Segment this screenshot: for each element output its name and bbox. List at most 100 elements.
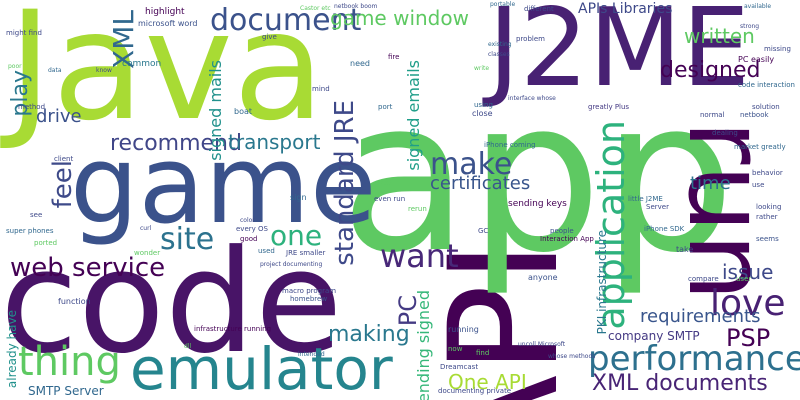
word-performance: performance	[588, 339, 800, 379]
word-use: use	[752, 181, 765, 189]
word-certificates: certificates	[430, 173, 531, 194]
word-seems: seems	[756, 235, 779, 243]
word-user: user	[736, 275, 752, 283]
word-java: Java	[8, 0, 325, 154]
word-smtp-server: SMTP Server	[28, 384, 104, 398]
word-fire: fire	[388, 53, 400, 61]
word-pki-infrastructure: PKI infrastructure	[595, 230, 609, 335]
word-code: code	[0, 220, 343, 385]
word-netbook: netbook	[740, 111, 769, 119]
word-curl: curl	[140, 225, 152, 232]
word-test: test	[378, 179, 392, 187]
word-see: see	[30, 211, 43, 219]
word-one-api: One API	[448, 370, 527, 394]
word-available: available	[744, 3, 772, 10]
word-find: find	[476, 349, 490, 357]
word-every-os: every OS	[236, 225, 268, 233]
word-project-documenting: project documenting	[260, 261, 323, 268]
word-know: know	[96, 67, 112, 74]
word-sign: sign	[290, 193, 307, 202]
word-strong: strong	[740, 23, 760, 30]
word-dealing: dealing	[712, 129, 738, 137]
word-super-phones: super phones	[6, 227, 54, 235]
word-classes: classes	[488, 51, 510, 58]
word-documenting-private: documenting private	[438, 387, 512, 395]
word-good: good	[240, 235, 258, 243]
word-write: write	[474, 65, 490, 72]
word-wonder: wonder	[134, 249, 161, 257]
word-greatly-plus: greatly Plus	[588, 103, 630, 111]
word-poor: poor	[8, 63, 22, 70]
word-interface-whose: interface whose	[508, 95, 556, 102]
word-running: running	[448, 325, 479, 334]
word-written: written	[684, 24, 755, 48]
word-market-greatly: market greatly	[734, 143, 786, 151]
word-sending-signed: Sending signed	[414, 290, 433, 400]
word-making: making	[328, 322, 410, 347]
word-people: people	[550, 227, 574, 235]
word-color: color	[240, 217, 255, 224]
word-portable: portable	[490, 1, 516, 8]
word-app: app	[340, 54, 736, 299]
word-game: game	[70, 123, 377, 248]
word-common: common	[122, 59, 162, 69]
word-existing: existing	[488, 41, 512, 48]
word-normal: normal	[700, 111, 725, 119]
word-want: want	[380, 237, 459, 275]
word-feel: feel	[48, 160, 78, 209]
word-code-interaction: code interaction	[738, 81, 795, 89]
word-time: time	[690, 173, 731, 194]
word-whose-methods: whose methods	[548, 353, 596, 360]
word-take: take	[676, 245, 694, 254]
word-iphone-sdk: iPhone SDK	[644, 225, 685, 233]
word-thing: thing	[18, 339, 121, 385]
word-mind: mind	[312, 85, 330, 93]
word-server: Server	[646, 203, 669, 211]
word-recommend: recommend	[110, 131, 242, 156]
word-client: client	[54, 155, 74, 163]
word-infrastructure-running: infrastructure running	[194, 325, 272, 333]
word-rerun: rerun	[408, 205, 427, 213]
word-xml-documents: XML documents	[592, 371, 768, 396]
word-solution: solution	[752, 103, 780, 111]
word-iphone-coming: iPhone coming	[484, 141, 536, 149]
word-already-have: already have	[5, 310, 19, 389]
word-close: close	[472, 109, 493, 118]
word-compare: compare	[688, 275, 719, 283]
word-make: make	[430, 147, 513, 182]
word-dreamcast: Dreamcast	[440, 363, 479, 371]
word-might-find: might find	[6, 29, 42, 37]
word-dll: dll	[184, 343, 192, 350]
word-using: using	[474, 101, 493, 109]
word-document: document	[210, 3, 362, 38]
word-little-j2me: little J2ME	[628, 195, 663, 203]
word-love: love	[710, 283, 786, 324]
word-missing: missing	[764, 45, 791, 53]
word-requirements: requirements	[640, 306, 761, 327]
word-one: one	[270, 219, 323, 252]
word-psp: PSP	[726, 324, 771, 352]
word-web-service: web service	[10, 253, 166, 283]
word-macro-program: macro program	[282, 287, 337, 295]
word-designed: designed	[660, 58, 761, 83]
word-even-run: even run	[374, 195, 406, 203]
word-data: data	[48, 67, 62, 74]
word-method: method	[18, 103, 46, 111]
word-signed-mails: signed mails	[206, 60, 225, 161]
word-issue: issue	[722, 260, 774, 284]
word-uncoll-microsoft: uncoll Microsoft	[518, 341, 566, 348]
word-microsoft-word: microsoft word	[138, 19, 198, 28]
word-signed-emails: signed emails	[404, 60, 423, 171]
word-pc-easily: PC easily	[738, 55, 775, 64]
word-problem: problem	[516, 35, 545, 43]
word-netbook-boom: netbook boom	[334, 3, 378, 10]
word-transport: transport	[228, 130, 321, 154]
word-interaction-app: Interaction App	[540, 235, 594, 243]
word-gc: GC	[478, 227, 489, 235]
word-port: port	[378, 103, 393, 111]
word-drive: drive	[36, 106, 82, 127]
word-used: used	[258, 247, 275, 255]
word-function: function	[58, 297, 91, 306]
word-now: now	[448, 345, 463, 353]
